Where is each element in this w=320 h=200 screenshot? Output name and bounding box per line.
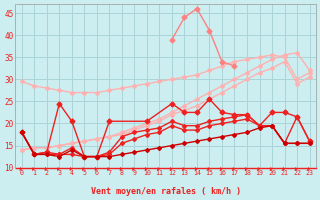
X-axis label: Vent moyen/en rafales ( km/h ): Vent moyen/en rafales ( km/h ): [91, 187, 241, 196]
